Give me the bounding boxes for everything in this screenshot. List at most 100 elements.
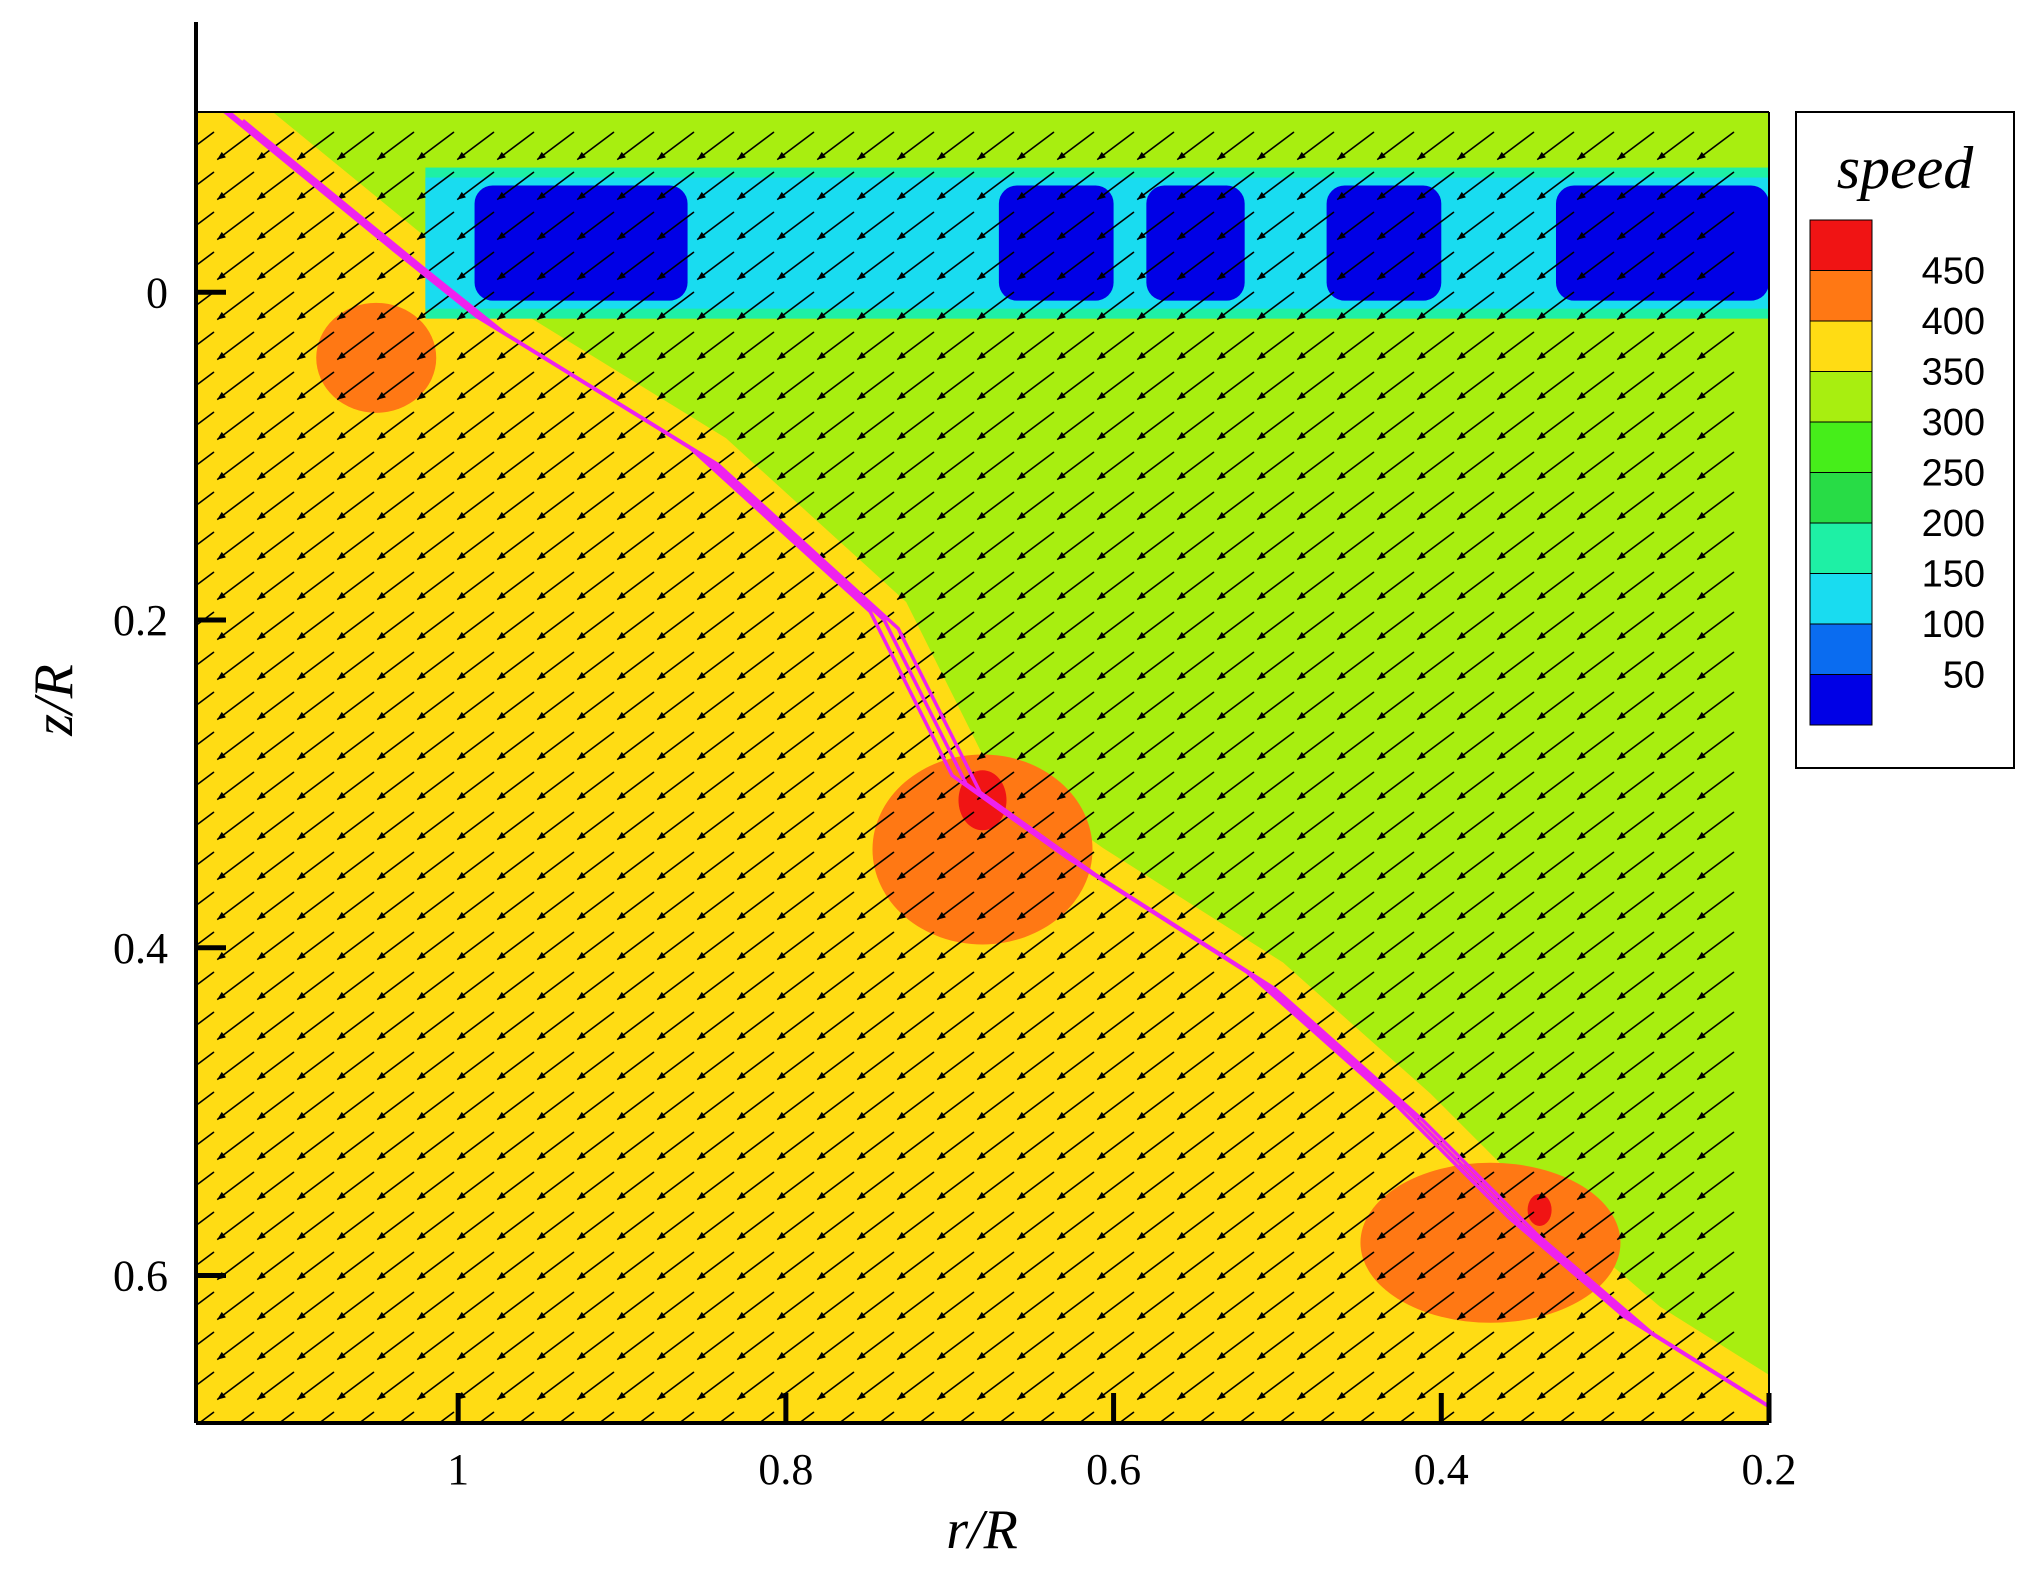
vector-head (217, 1391, 226, 1400)
vector-head (337, 231, 346, 240)
vector-head (817, 1111, 826, 1120)
vector-head (577, 1271, 586, 1280)
vector-head (1097, 791, 1106, 800)
vector-head (377, 671, 386, 680)
vector-head (1137, 1151, 1146, 1160)
vector-head (1537, 311, 1546, 320)
vector-head (1257, 1191, 1266, 1200)
vector-head (777, 1151, 786, 1160)
vector-head (497, 1111, 506, 1120)
vector-head (457, 1231, 466, 1240)
vector-head (177, 1232, 186, 1240)
vector-head (457, 1432, 466, 1440)
vector-head (1537, 1432, 1546, 1440)
vector-head (377, 951, 386, 960)
vector-head (1217, 471, 1226, 480)
vector-head (1177, 311, 1186, 320)
vector-head (377, 1351, 386, 1360)
vector-head (1097, 631, 1106, 640)
vector-head (1257, 791, 1266, 800)
vector-head (377, 1031, 386, 1040)
vector-head (977, 1432, 986, 1440)
velocity-vector (196, 451, 215, 467)
vector-head (1057, 1391, 1066, 1400)
vector-head (177, 672, 186, 680)
vector-head (1537, 1031, 1546, 1040)
vector-head (457, 671, 466, 680)
velocity-vector (1638, 1411, 1655, 1423)
vector-head (1617, 431, 1626, 440)
vector-head (657, 711, 666, 720)
velocity-vector (196, 1171, 215, 1187)
plot-area (177, 112, 1769, 1440)
vector-head (657, 151, 666, 160)
velocity-vector (238, 1411, 255, 1423)
vector-head (1137, 151, 1146, 160)
vector-head (737, 551, 746, 560)
vector-head (417, 391, 426, 400)
vector-head (1257, 911, 1266, 920)
vector-head (697, 631, 706, 640)
vector-head (937, 231, 946, 240)
vector-head (1057, 1071, 1066, 1080)
vector-head (697, 471, 706, 480)
velocity-vector (196, 891, 215, 907)
vector-head (1497, 791, 1506, 800)
velocity-vector (196, 491, 215, 507)
velocity-vector (838, 1411, 855, 1423)
vector-head (777, 951, 786, 960)
vector-head (697, 1432, 706, 1440)
vector-head (297, 831, 306, 840)
vector-head (937, 1071, 946, 1080)
vector-head (537, 711, 546, 720)
vector-head (1017, 431, 1026, 440)
vector-head (1257, 831, 1266, 840)
legend-swatch (1809, 674, 1873, 726)
legend-swatch (1809, 270, 1873, 322)
velocity-vector (1038, 1411, 1055, 1423)
vector-head (337, 151, 346, 160)
vector-head (537, 631, 546, 640)
vector-head (1657, 711, 1666, 720)
legend-label: 300 (1922, 402, 1985, 444)
vector-head (657, 751, 666, 760)
vector-head (417, 1191, 426, 1200)
vector-head (1417, 871, 1426, 880)
vector-head (1337, 431, 1346, 440)
vector-head (417, 711, 426, 720)
vector-head (1097, 151, 1106, 160)
vector-head (1137, 311, 1146, 320)
vector-head (217, 1031, 226, 1040)
vector-head (1377, 1031, 1386, 1040)
vector-head (1417, 1231, 1426, 1240)
velocity-vector (196, 531, 215, 547)
velocity-vector (438, 1411, 455, 1423)
vector-head (177, 1352, 186, 1360)
vector-head (1457, 1191, 1466, 1200)
vector-head (1497, 1111, 1506, 1120)
vector-head (1697, 831, 1706, 840)
vector-head (1337, 551, 1346, 560)
vector-head (1017, 1311, 1026, 1320)
vector-head (1417, 151, 1426, 160)
vector-head (1137, 551, 1146, 560)
legend-title: speed (1837, 135, 1975, 201)
vector-head (857, 1191, 866, 1200)
vector-head (1697, 1351, 1706, 1360)
vector-head (417, 1031, 426, 1040)
vector-head (657, 911, 666, 920)
vector-head (777, 551, 786, 560)
vector-head (1577, 431, 1586, 440)
vector-head (977, 151, 986, 160)
vector-head (177, 1152, 186, 1160)
vector-head (777, 911, 786, 920)
vector-head (1257, 671, 1266, 680)
vector-head (977, 1071, 986, 1080)
vector-head (657, 1432, 666, 1440)
vector-head (777, 1111, 786, 1120)
vector-head (1697, 1111, 1706, 1120)
vector-head (1417, 631, 1426, 640)
vector-head (1297, 1231, 1306, 1240)
velocity-vector (958, 1411, 975, 1423)
vector-head (657, 791, 666, 800)
